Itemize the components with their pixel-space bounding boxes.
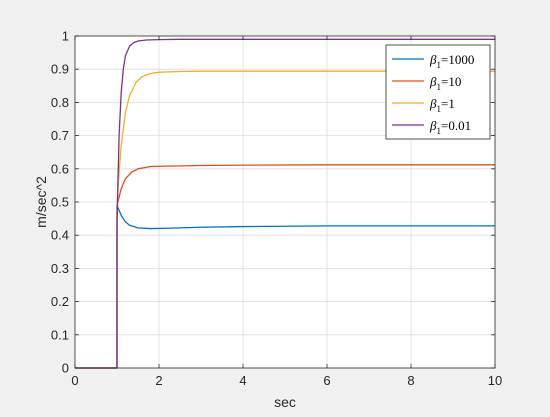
legend-subscript: 1 [436,60,441,70]
y-tick-label: 0.2 [51,294,69,309]
legend-entry-2: β1=1 [429,96,455,114]
y-tick-label: 0.5 [51,195,69,210]
x-tick-label: 2 [155,373,162,388]
y-tick-label: 0 [62,361,69,376]
x-tick-label: 6 [323,373,330,388]
y-axis-label: m/sec^2 [33,176,49,228]
legend-subscript: 1 [436,82,441,92]
y-tick-label: 0.4 [51,228,69,243]
x-tick-label: 0 [71,373,78,388]
y-tick-label: 0.9 [51,62,69,77]
y-tick-label: 0.7 [51,128,69,143]
x-tick-label: 8 [407,373,414,388]
legend-entry-0: β1=1000 [429,52,474,70]
legend-subscript: 1 [436,104,441,114]
legend-value: =1 [441,96,455,111]
legend-value: =0.01 [441,118,471,133]
legend-beta-symbol: β [429,96,437,111]
legend-beta-symbol: β [429,118,437,133]
y-tick-label: 1 [62,29,69,44]
legend-entry-1: β1=10 [429,74,461,92]
y-tick-label: 0.1 [51,327,69,342]
legend-subscript: 1 [436,126,441,136]
legend-value: =10 [441,74,461,89]
y-tick-label: 0.8 [51,95,69,110]
y-tick-label: 0.6 [51,161,69,176]
x-tick-label: 4 [239,373,246,388]
axis-ticks [74,35,496,369]
legend-beta-symbol: β [429,74,437,89]
x-tick-label: 10 [488,373,502,388]
legend-beta-symbol: β [429,52,437,67]
tick-labels: 0 2 4 6 8 10 0 0.1 0.2 0.3 0.4 0.5 0.6 0.7 0.8 0.9 1 [51,29,502,389]
legend-box [385,44,491,140]
legend-entry-3: β1=0.01 [429,118,471,136]
legend-value: =1000 [441,52,474,67]
y-tick-label: 0.3 [51,261,69,276]
x-axis-label: sec [274,394,296,410]
